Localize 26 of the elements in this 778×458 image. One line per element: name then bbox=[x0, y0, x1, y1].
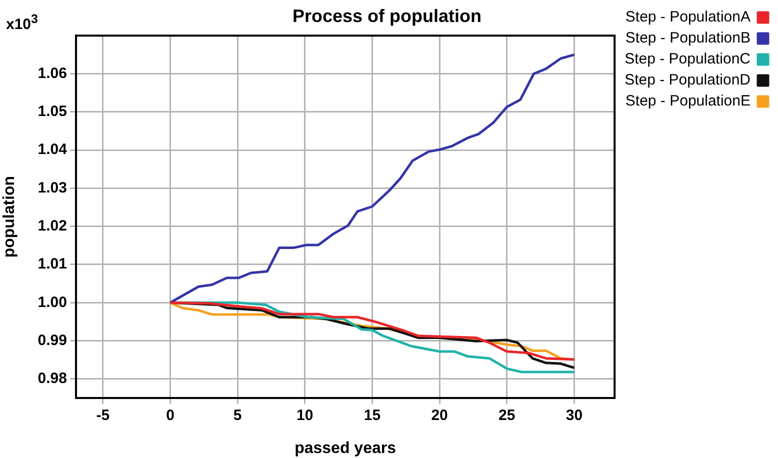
x-tick-label: 0 bbox=[166, 407, 174, 424]
y-tick-label: 1.05 bbox=[38, 103, 67, 120]
y-tick-label: 1.00 bbox=[38, 294, 67, 311]
x-tick-label: 5 bbox=[233, 407, 242, 424]
legend-label: Step - PopulationA bbox=[625, 8, 750, 26]
x-tick-label: 20 bbox=[431, 407, 448, 424]
y-tick-label: 1.01 bbox=[38, 256, 67, 273]
text: x10$^{3}$ bbox=[6, 12, 38, 33]
chart-title: Process of population bbox=[292, 6, 482, 26]
x-tick-label: 25 bbox=[498, 407, 516, 424]
y-axis-title: population bbox=[1, 176, 18, 258]
x-axis-title: passed years bbox=[294, 440, 396, 457]
y-tick-label: 0.99 bbox=[38, 332, 67, 349]
x-tick-label: 15 bbox=[364, 407, 381, 424]
y-tick-label: 1.03 bbox=[38, 179, 67, 196]
y-tick-label: 1.02 bbox=[38, 217, 67, 234]
y-tick-label: 1.04 bbox=[38, 141, 68, 158]
legend-label: Step - PopulationE bbox=[625, 92, 750, 110]
x-tick-label: 10 bbox=[296, 407, 314, 424]
legend-label: Step - PopulationC bbox=[624, 50, 751, 68]
x-tick-label: 30 bbox=[566, 407, 583, 424]
y-tick-label: 0.98 bbox=[38, 370, 67, 388]
y-tick-label: 1.06 bbox=[38, 64, 67, 82]
legend-label: Step - PopulationB bbox=[625, 30, 750, 47]
x-tick-label: -5 bbox=[96, 407, 110, 424]
legend-label: Step - PopulationD bbox=[624, 72, 751, 89]
